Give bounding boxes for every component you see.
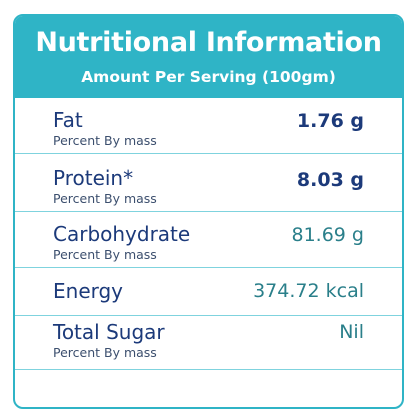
nutrient-value: 81.69 g bbox=[291, 224, 365, 246]
nutrient-name: Total Sugar bbox=[53, 320, 165, 344]
nutrient-row-fat: Fat Percent By mass 1.76 g bbox=[15, 98, 402, 154]
nutrient-row-energy: Energy 374.72 kcal bbox=[15, 268, 402, 316]
nutrient-subtext: Percent By mass bbox=[53, 345, 157, 360]
nutrient-value: Nil bbox=[339, 321, 364, 343]
nutrient-subtext: Percent By mass bbox=[53, 247, 157, 262]
nutrient-name: Carbohydrate bbox=[53, 222, 191, 246]
nutrient-row-protein: Protein* Percent By mass 8.03 g bbox=[15, 154, 402, 212]
nutrition-header: Nutritional Information Amount Per Servi… bbox=[15, 16, 402, 98]
nutrient-value: 8.03 g bbox=[296, 169, 364, 191]
nutrient-value: 1.76 g bbox=[296, 110, 364, 132]
nutrient-value: 374.72 kcal bbox=[253, 280, 364, 302]
nutrient-name: Energy bbox=[53, 279, 124, 303]
nutrient-subtext: Percent By mass bbox=[53, 191, 157, 206]
header-subtitle: Amount Per Serving (100gm) bbox=[81, 68, 336, 86]
nutrient-name: Fat bbox=[53, 108, 83, 132]
nutrition-card: Nutritional Information Amount Per Servi… bbox=[13, 14, 404, 409]
header-title: Nutritional Information bbox=[35, 27, 382, 58]
nutrient-subtext: Percent By mass bbox=[53, 133, 157, 148]
nutrient-name: Protein* bbox=[53, 166, 134, 190]
nutrient-row-carbohydrate: Carbohydrate Percent By mass 81.69 g bbox=[15, 212, 402, 268]
nutrient-row-total-sugar: Total Sugar Percent By mass Nil bbox=[15, 316, 402, 370]
